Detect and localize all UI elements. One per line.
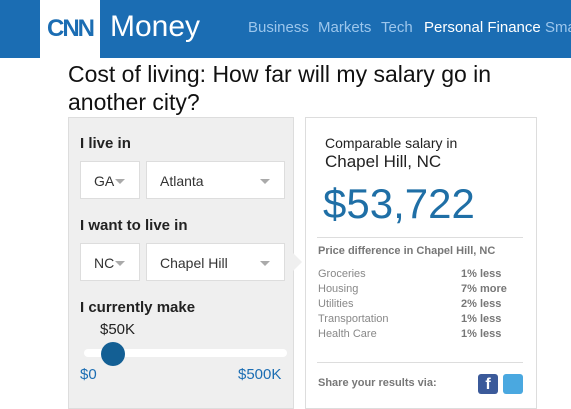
row-label: Utilities	[318, 298, 354, 310]
twitter-icon[interactable]	[503, 374, 523, 394]
nav-item[interactable]: Personal Finance	[424, 19, 541, 36]
select[interactable]: NC	[80, 243, 140, 281]
brand[interactable]: Money	[110, 10, 201, 43]
facebook-icon[interactable]: f	[478, 374, 498, 394]
slider-track[interactable]	[84, 349, 287, 357]
slider-value: $50K	[100, 321, 136, 338]
share-label: Share your results via:	[318, 377, 437, 389]
divider	[317, 237, 523, 238]
row-value: 2% less	[461, 298, 502, 310]
result-intro: Comparable salary in	[325, 135, 458, 151]
row-label: Transportation	[318, 313, 389, 325]
slider-max: $500K	[238, 366, 282, 383]
nav-item[interactable]: Markets	[318, 19, 372, 36]
row-value: 1% less	[461, 328, 502, 340]
row-value: 1% less	[461, 313, 502, 325]
row-value: 1% less	[461, 268, 502, 280]
result-panel	[305, 117, 537, 409]
label: I live in	[80, 135, 131, 152]
select[interactable]: GA	[80, 161, 140, 199]
result-city: Chapel Hill, NC	[325, 152, 442, 171]
row-label: Health Care	[318, 328, 377, 340]
label: I want to live in	[80, 217, 188, 234]
nav-item[interactable]: Sma	[545, 19, 571, 36]
divider	[317, 362, 523, 363]
nav-item[interactable]: Business	[248, 19, 309, 36]
nav-item[interactable]: Tech	[381, 19, 413, 36]
select[interactable]: Chapel Hill	[146, 243, 285, 281]
page-title: Cost of living: How far will my salary g…	[68, 61, 492, 115]
select[interactable]: Atlanta	[146, 161, 285, 199]
slider-knob[interactable]	[101, 342, 125, 366]
row-label: Groceries	[318, 268, 366, 280]
pointer	[292, 252, 312, 272]
logo[interactable]: CNN	[40, 0, 100, 58]
row-value: 7% more	[461, 283, 507, 295]
salary: $53,722	[323, 180, 475, 227]
diff-title: Price difference in Chapel Hill, NC	[318, 245, 496, 257]
label: I currently make	[80, 299, 196, 316]
slider-min: $0	[80, 366, 97, 383]
row-label: Housing	[318, 283, 359, 295]
